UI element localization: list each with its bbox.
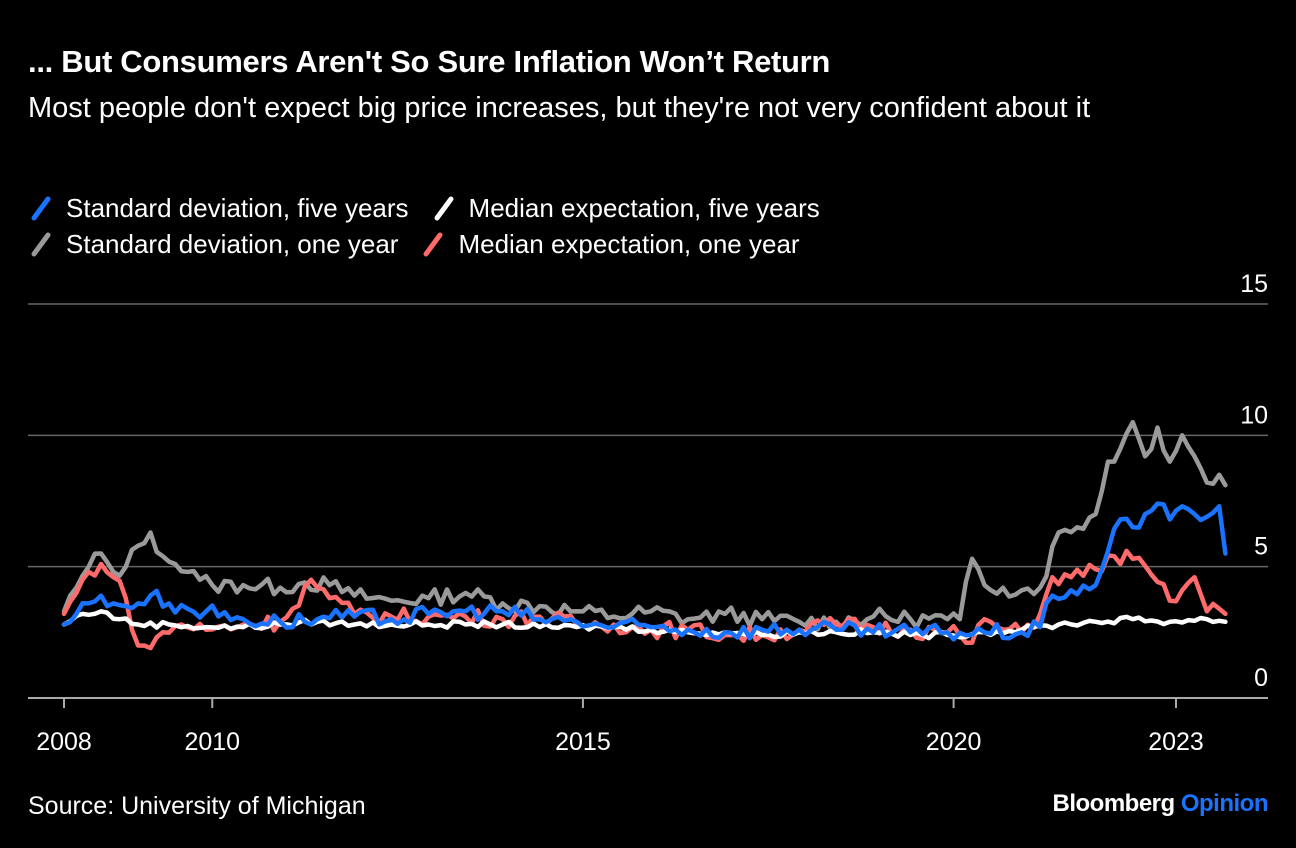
legend-swatch-sd-five-years [28, 193, 54, 223]
series-line-standard-deviation-five-years [61, 501, 1228, 642]
brand-main: Bloomberg [1052, 790, 1176, 817]
x-tick-label: 2015 [555, 728, 611, 756]
legend-item-median-five-years: Median expectation, five years [431, 193, 820, 224]
brand-accent: Opinion [1180, 790, 1269, 817]
x-tick-label: 2008 [36, 728, 92, 756]
y-tick-label: 5 [1254, 533, 1268, 561]
legend-label: Median expectation, one year [458, 228, 800, 259]
series-line-standard-deviation-one-year [61, 419, 1228, 632]
y-tick-label: 0 [1254, 664, 1268, 692]
x-tick-label: 2010 [184, 728, 240, 756]
y-tick-label: 15 [1240, 270, 1268, 298]
brand-logo: Bloomberg Opinion [1053, 790, 1269, 818]
chart-title: ... But Consumers Aren't So Sure Inflati… [28, 44, 831, 79]
x-tick-label: 2023 [1148, 728, 1204, 756]
y-tick-label: 10 [1240, 401, 1268, 429]
legend-swatch-median-five-years [431, 193, 457, 223]
chart-subtitle: Most people don't expect big price incre… [28, 92, 1091, 124]
line-chart: 0 5 10 15 2008 2010 2015 2020 2023 [28, 270, 1268, 756]
legend: Standard deviation, five years Median ex… [28, 190, 842, 262]
legend-label: Median expectation, five years [468, 192, 820, 223]
source-note: Source: University of Michigan [28, 792, 366, 820]
legend-item-sd-one-year: Standard deviation, one year [28, 229, 398, 260]
x-tick-label: 2020 [926, 728, 982, 756]
legend-label: Standard deviation, one year [66, 228, 399, 259]
legend-item-median-one-year: Median expectation, one year [420, 228, 800, 260]
legend-swatch-median-one-year [420, 229, 446, 259]
legend-swatch-sd-one-year [28, 229, 54, 259]
legend-label: Standard deviation, five years [66, 192, 409, 223]
legend-item-sd-five-years: Standard deviation, five years [28, 193, 409, 224]
